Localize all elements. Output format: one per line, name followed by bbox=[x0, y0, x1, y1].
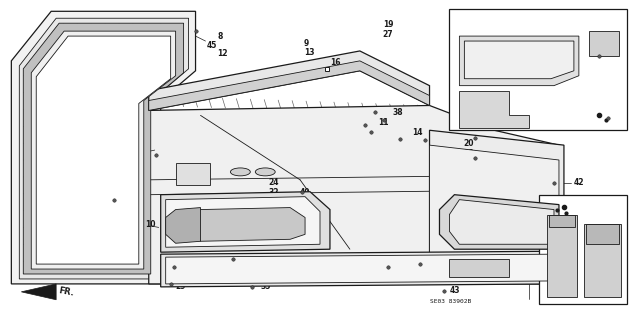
Polygon shape bbox=[429, 130, 564, 254]
Text: 10: 10 bbox=[145, 220, 156, 229]
Polygon shape bbox=[589, 31, 619, 56]
Polygon shape bbox=[161, 192, 330, 252]
Text: 28: 28 bbox=[463, 149, 474, 158]
Text: 13: 13 bbox=[304, 48, 315, 57]
Text: 16: 16 bbox=[330, 58, 340, 67]
Text: 4: 4 bbox=[521, 253, 526, 262]
Polygon shape bbox=[440, 195, 559, 249]
Polygon shape bbox=[19, 18, 189, 279]
Text: 3: 3 bbox=[539, 253, 544, 262]
Text: 19: 19 bbox=[383, 20, 393, 29]
Text: 24: 24 bbox=[268, 178, 279, 187]
Text: 36: 36 bbox=[614, 54, 625, 63]
Polygon shape bbox=[148, 51, 429, 110]
Text: 44: 44 bbox=[529, 208, 540, 217]
Text: 30: 30 bbox=[417, 264, 428, 273]
Text: SE03 83902B: SE03 83902B bbox=[429, 299, 471, 304]
Text: 8: 8 bbox=[218, 32, 223, 41]
Text: 40: 40 bbox=[300, 188, 310, 197]
Polygon shape bbox=[584, 225, 621, 297]
Text: 32: 32 bbox=[268, 188, 279, 197]
Text: 37: 37 bbox=[250, 218, 260, 227]
Text: 2: 2 bbox=[521, 227, 526, 236]
Text: 35: 35 bbox=[260, 282, 271, 291]
Text: 48: 48 bbox=[529, 198, 540, 207]
Polygon shape bbox=[547, 214, 577, 297]
Polygon shape bbox=[586, 225, 619, 244]
Polygon shape bbox=[148, 61, 429, 110]
Text: 33: 33 bbox=[554, 9, 564, 18]
Text: 34: 34 bbox=[465, 188, 475, 197]
Polygon shape bbox=[21, 284, 56, 300]
Text: 25: 25 bbox=[175, 263, 186, 271]
Text: 6: 6 bbox=[477, 124, 483, 133]
Text: 27: 27 bbox=[383, 30, 394, 39]
Text: 39: 39 bbox=[134, 148, 144, 157]
Text: 20: 20 bbox=[463, 139, 474, 148]
Text: 41: 41 bbox=[604, 44, 614, 54]
Polygon shape bbox=[460, 36, 579, 85]
Polygon shape bbox=[166, 254, 554, 284]
Text: 1: 1 bbox=[529, 270, 534, 278]
Polygon shape bbox=[549, 214, 575, 227]
Polygon shape bbox=[166, 197, 320, 247]
Text: 5: 5 bbox=[529, 44, 534, 54]
Polygon shape bbox=[460, 91, 529, 128]
Text: FR.: FR. bbox=[58, 286, 75, 298]
Polygon shape bbox=[449, 259, 509, 277]
Text: 31: 31 bbox=[259, 208, 269, 217]
Text: 18: 18 bbox=[508, 237, 519, 246]
Polygon shape bbox=[12, 11, 196, 284]
Text: 11: 11 bbox=[378, 118, 388, 127]
Text: 26: 26 bbox=[465, 178, 475, 187]
Polygon shape bbox=[449, 200, 554, 244]
Text: 14: 14 bbox=[413, 128, 423, 137]
Polygon shape bbox=[161, 251, 559, 287]
Polygon shape bbox=[175, 163, 211, 185]
Text: 7: 7 bbox=[485, 114, 491, 123]
Text: 22: 22 bbox=[417, 255, 428, 263]
Polygon shape bbox=[31, 31, 175, 269]
Ellipse shape bbox=[230, 168, 250, 176]
Polygon shape bbox=[36, 36, 171, 264]
Text: 29: 29 bbox=[175, 282, 186, 291]
Text: 23: 23 bbox=[259, 198, 269, 207]
Text: 12: 12 bbox=[218, 49, 228, 58]
Text: 46: 46 bbox=[390, 263, 400, 271]
Ellipse shape bbox=[255, 168, 275, 176]
Text: 45: 45 bbox=[207, 41, 217, 49]
Text: 43: 43 bbox=[449, 286, 460, 295]
Text: 9: 9 bbox=[304, 39, 309, 48]
Polygon shape bbox=[465, 41, 574, 79]
Polygon shape bbox=[449, 9, 627, 130]
Text: 38: 38 bbox=[393, 108, 403, 117]
Polygon shape bbox=[166, 208, 200, 243]
Polygon shape bbox=[23, 23, 184, 274]
Polygon shape bbox=[148, 106, 559, 284]
Text: 17: 17 bbox=[508, 218, 519, 227]
Polygon shape bbox=[429, 145, 559, 254]
Text: 15: 15 bbox=[57, 188, 67, 197]
Polygon shape bbox=[191, 208, 305, 241]
Text: 42: 42 bbox=[574, 178, 584, 187]
Polygon shape bbox=[539, 195, 627, 304]
Text: 47: 47 bbox=[236, 255, 246, 263]
Text: 21: 21 bbox=[175, 272, 186, 281]
